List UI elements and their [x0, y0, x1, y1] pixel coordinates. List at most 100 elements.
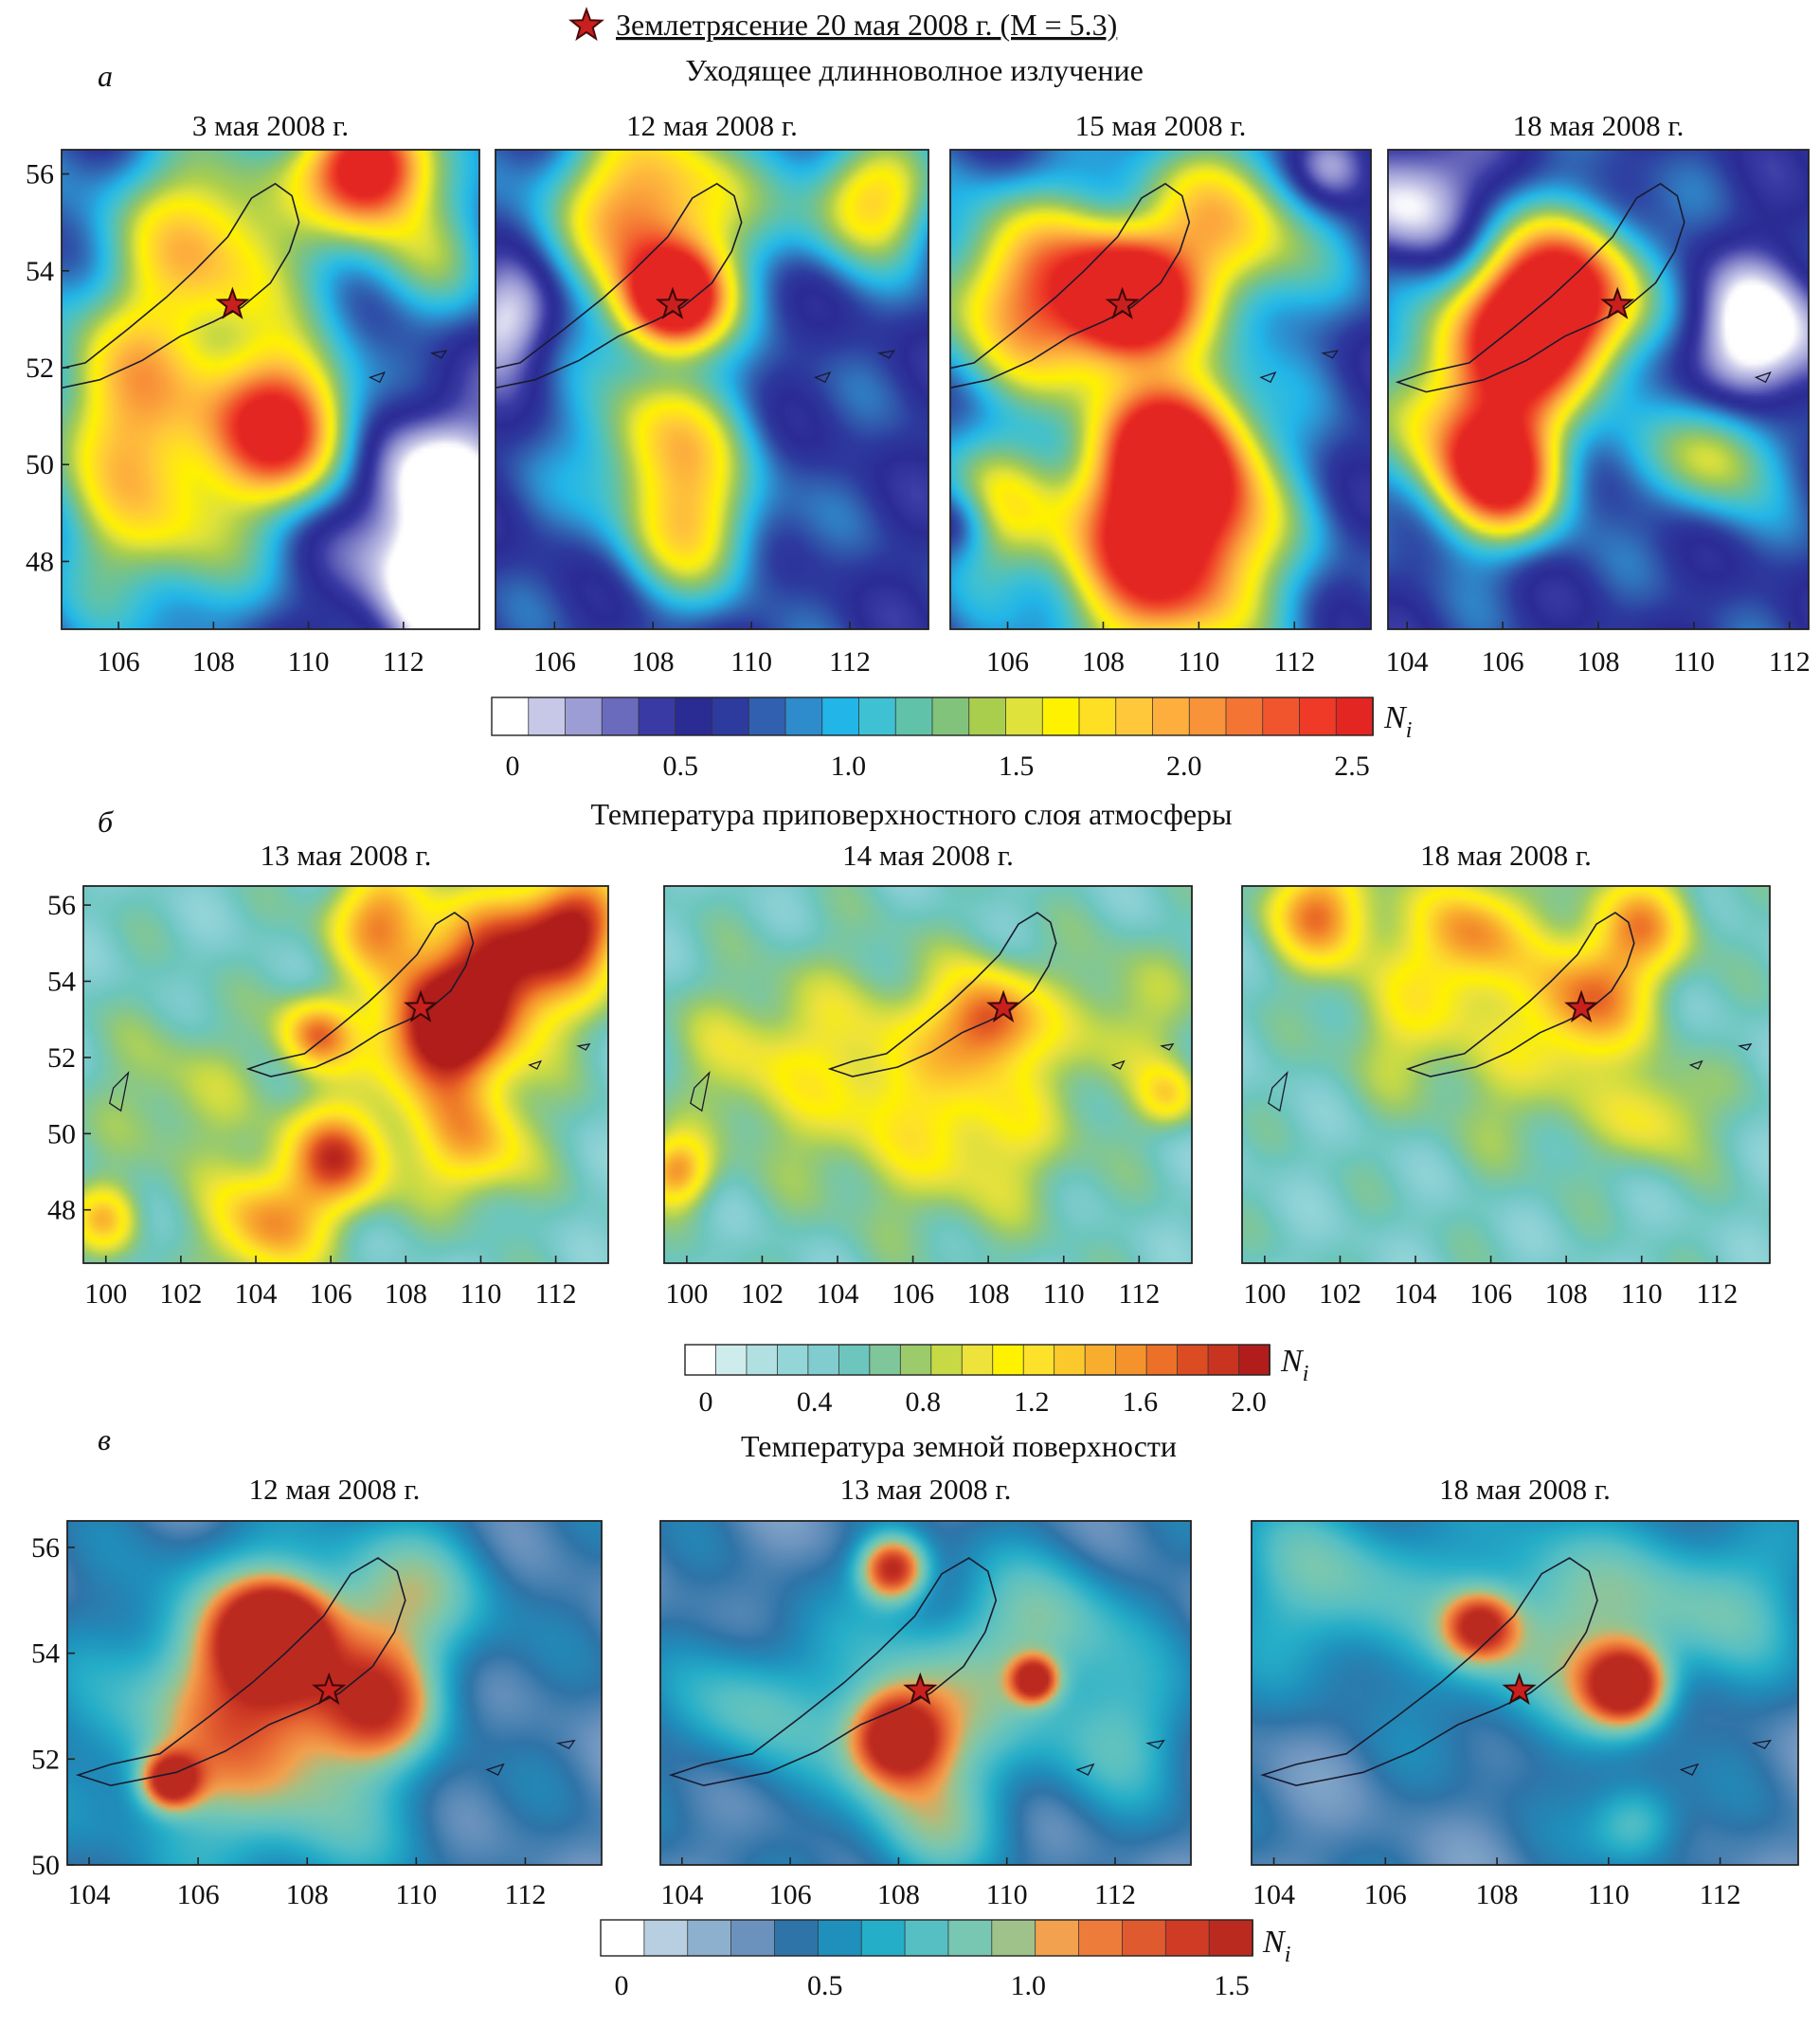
colorbar-swatch [1035, 1919, 1080, 1957]
x-tick-label: 112 [1769, 646, 1811, 678]
map-content [1252, 1521, 1798, 1865]
colorbar-tick-label: 0.8 [905, 1386, 941, 1418]
colorbar-swatch [774, 1919, 820, 1957]
x-tick-label: 106 [1364, 1879, 1407, 1910]
x-tick-label: 108 [1545, 1278, 1588, 1310]
lake-outline [1321, 350, 1340, 359]
x-tick-label: 112 [535, 1278, 577, 1310]
colorbar-label: Ni [1383, 700, 1412, 743]
x-tick-label: 106 [310, 1278, 352, 1310]
map-content [496, 150, 928, 629]
colorbar-swatch [904, 1919, 949, 1957]
colorbar-swatch [992, 1344, 1025, 1376]
lake-baikal-outline [1395, 182, 1685, 393]
lake-outline [429, 350, 448, 359]
x-tick-label: 110 [986, 1879, 1028, 1910]
x-tick-label: 110 [1043, 1278, 1085, 1310]
colorbar-swatch [807, 1344, 840, 1376]
colorbar-tick-label: 1.0 [1011, 1970, 1047, 2001]
map-content [664, 886, 1192, 1263]
colorbar-swatch [565, 696, 604, 736]
x-tick-label: 104 [235, 1278, 278, 1310]
colorbar-frame [491, 696, 1374, 736]
colorbar-tick-label: 0 [615, 1970, 629, 2001]
x-tick-label: 106 [1469, 1278, 1512, 1310]
lake-baikal-outline [668, 1557, 998, 1787]
heatmap-field [62, 150, 479, 629]
colorbar-swatch [1335, 696, 1374, 736]
panel-frame [1251, 1520, 1799, 1866]
colorbar-swatch [1005, 696, 1044, 736]
panel-title: 12 мая 2008 г. [249, 1473, 421, 1506]
colorbar-tick-label: 1.5 [1214, 1970, 1250, 2001]
colorbar-swatch [1207, 1344, 1240, 1376]
lake-outline [1679, 1763, 1700, 1776]
epicenter-star-icon [903, 1672, 938, 1706]
colorbar-swatch [930, 1344, 964, 1376]
panel-frame [659, 1520, 1192, 1866]
x-tick-label: 102 [1319, 1278, 1361, 1310]
heatmap-field [950, 150, 1371, 629]
colorbar-tick-label: 1.0 [831, 751, 867, 782]
lake-outline [1688, 1059, 1703, 1070]
colorbar-swatch [684, 1344, 717, 1376]
lake-baikal-outline [1405, 912, 1635, 1077]
colorbar-tick-label: 0 [506, 751, 520, 782]
x-tick-label: 108 [967, 1278, 1010, 1310]
section-title: Уходящее длинноволное излучение [685, 53, 1144, 87]
colorbar-swatch [1122, 1919, 1167, 1957]
colorbar-swatch [1115, 696, 1154, 736]
map-panel: 15 мая 2008 г. 106 108 110 112 [949, 109, 1372, 678]
colorbar-swatch [528, 696, 567, 736]
panel-title: 18 мая 2008 г. [1439, 1473, 1611, 1506]
heatmap-field [83, 886, 608, 1263]
map-panel: 18 мая 2008 г. 104 106 108 110 112 [1386, 109, 1811, 678]
x-tick-label: 112 [1273, 646, 1315, 678]
lake-baikal-outline [245, 912, 475, 1077]
colorbar-tick-label: 1.6 [1123, 1386, 1159, 1418]
lake-baikal-outline [827, 912, 1057, 1077]
x-tick-label: 110 [395, 1879, 437, 1910]
lake-outline [485, 1763, 505, 1776]
panel-title: 15 мая 2008 г. [1075, 109, 1247, 142]
panel-frame [61, 149, 480, 630]
x-tick-label: 108 [1476, 1879, 1519, 1910]
colorbar-swatch [746, 1344, 779, 1376]
colorbar-tick-label: 2.0 [1166, 751, 1202, 782]
lake-outline [108, 1070, 130, 1112]
map-panel: 12 мая 2008 г. 106 108 110 112 [495, 109, 929, 678]
y-tick-label: 52 [47, 1042, 76, 1074]
x-tick-label: 106 [177, 1879, 220, 1910]
lake-outline [1075, 1763, 1095, 1776]
panel-frame [1241, 885, 1771, 1264]
colorbar-label-subscript: i [1303, 1362, 1309, 1386]
x-tick-label: 112 [1696, 1278, 1738, 1310]
x-tick-label: 110 [1621, 1278, 1663, 1310]
legend-label: Землетрясение 20 мая 2008 г. (M = 5.3) [616, 8, 1117, 42]
colorbar-swatch [600, 1919, 645, 1957]
section-letter: в [98, 1422, 111, 1456]
colorbar-swatch [894, 696, 933, 736]
colorbar-tick-label: 0.4 [797, 1386, 833, 1418]
colorbar-swatch [860, 1919, 906, 1957]
colorbar-swatch [1208, 1919, 1253, 1957]
colorbar-tick-label: 2.0 [1231, 1386, 1267, 1418]
epicenter-star-icon [655, 286, 691, 319]
colorbar-tick-label: 2.5 [1334, 751, 1370, 782]
lake-outline [1160, 1042, 1175, 1051]
section-title: Температура земной поверхности [741, 1429, 1177, 1463]
colorbar-swatch [1078, 1919, 1124, 1957]
panel-frame [949, 149, 1372, 630]
lake-outline [369, 371, 387, 384]
heatmap-field [664, 886, 1192, 1263]
y-tick-label: 52 [31, 1744, 60, 1775]
x-tick-label: 112 [1094, 1879, 1136, 1910]
colorbar-swatch [675, 696, 713, 736]
lake-outline [1110, 1059, 1126, 1070]
colorbar-swatch [1225, 696, 1264, 736]
x-tick-label: 106 [769, 1879, 812, 1910]
colorbar-swatch [1238, 1344, 1270, 1376]
map-panel: 12 мая 2008 г. 104 106 108 110 112 50 52 54 56 [31, 1473, 603, 1910]
colorbar-swatch [869, 1344, 902, 1376]
